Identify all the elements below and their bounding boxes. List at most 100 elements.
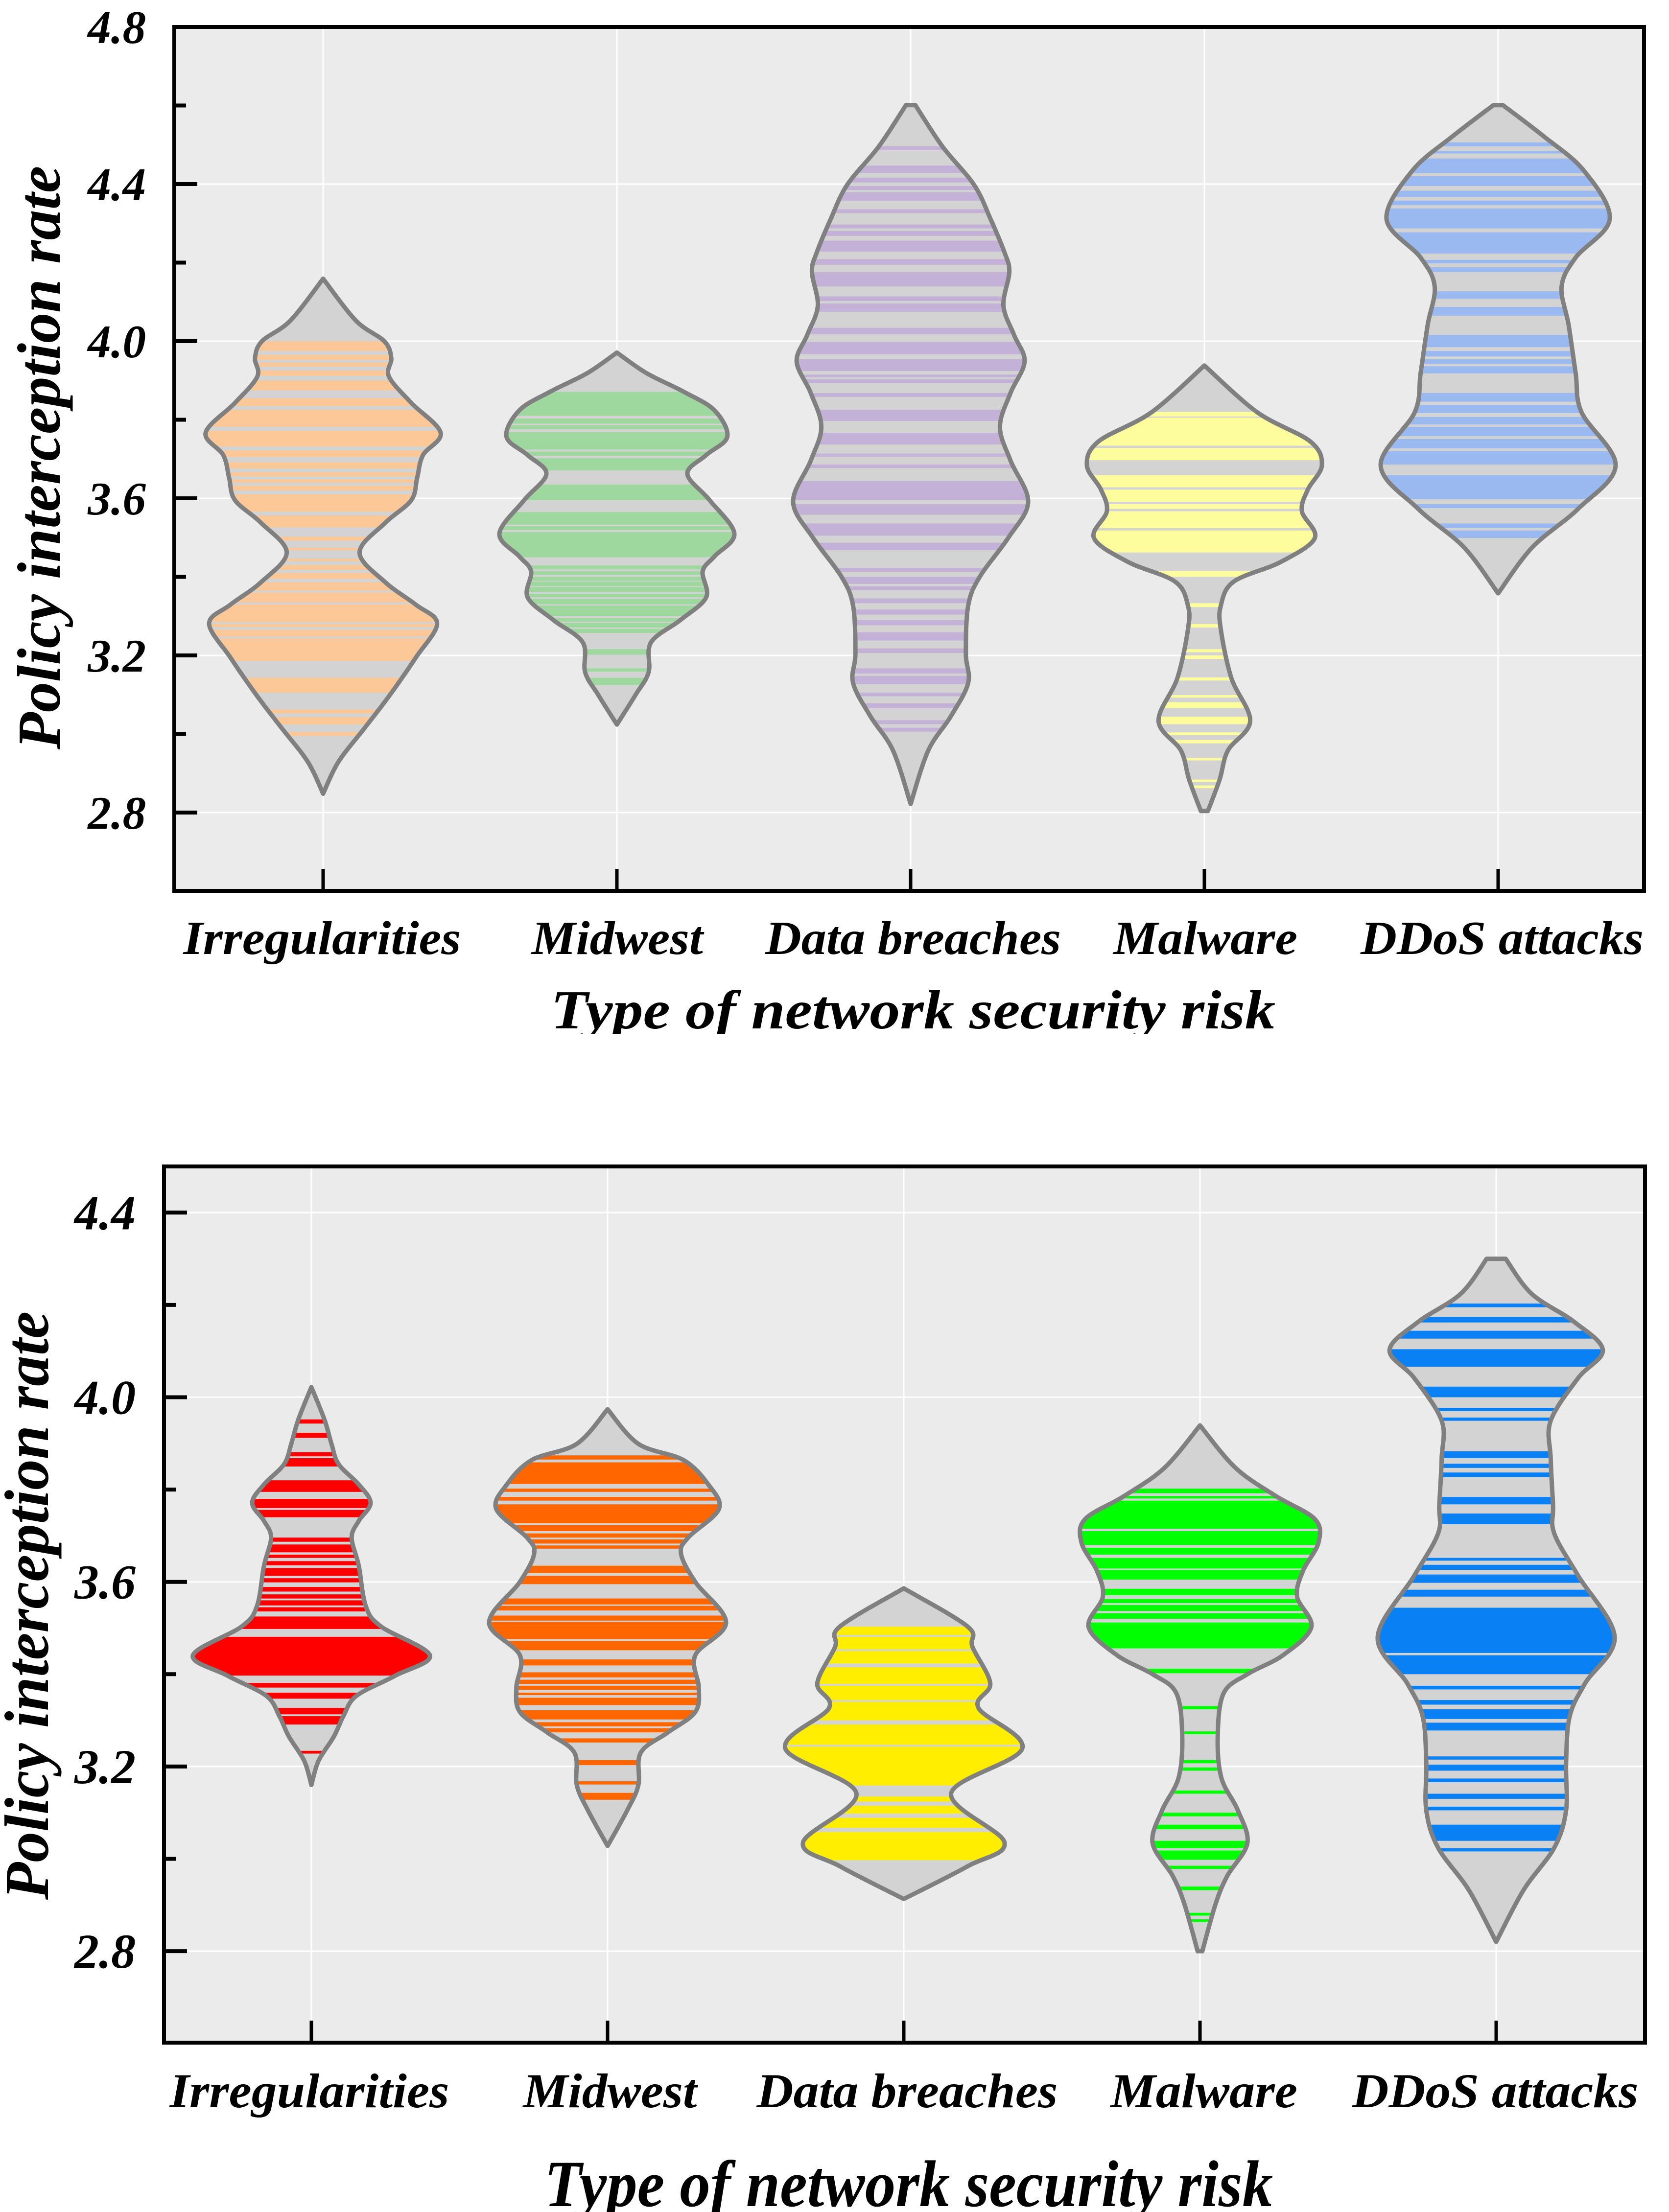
observation-band <box>1380 291 1616 299</box>
y-tick-label: 4.4 <box>73 1186 136 1240</box>
observation-band <box>205 462 441 468</box>
observation-band <box>1377 1709 1615 1719</box>
observation-band <box>1377 1806 1615 1811</box>
observation-band <box>1377 1723 1615 1731</box>
observation-band <box>1080 1790 1320 1794</box>
observation-band <box>793 393 1029 397</box>
observation-band <box>1080 1489 1320 1493</box>
violin-outline <box>1378 103 1618 596</box>
observation-band <box>793 727 1029 732</box>
observation-band <box>205 559 441 561</box>
observation-bands <box>793 146 1029 732</box>
y-tick-label: 2.8 <box>73 1924 136 1979</box>
observation-band <box>1377 1700 1615 1705</box>
observation-band <box>793 668 1029 674</box>
observation-band <box>1086 649 1322 652</box>
observation-band <box>793 231 1029 236</box>
y-axis-title: Policy interception rate <box>0 1311 62 1900</box>
observation-band <box>1086 779 1322 782</box>
observation-band <box>499 594 735 598</box>
observation-band <box>205 371 441 376</box>
observation-band <box>793 720 1029 724</box>
observation-band <box>499 571 735 575</box>
observation-band <box>1086 530 1322 553</box>
observation-band <box>205 709 441 714</box>
observation-band <box>489 1606 726 1611</box>
observation-band <box>1377 1464 1615 1468</box>
observation-band <box>1086 695 1322 698</box>
y-tick-label: 4.8 <box>87 1 146 53</box>
violin-outline <box>203 276 443 796</box>
observation-band <box>499 605 735 616</box>
observation-band <box>785 1832 1023 1861</box>
observation-band <box>205 363 441 367</box>
observation-band <box>1380 359 1616 364</box>
observation-band <box>489 1598 726 1605</box>
observation-band <box>1377 1574 1615 1583</box>
observation-band <box>793 379 1029 383</box>
y-tick-label: 3.6 <box>87 473 146 525</box>
observation-band <box>1380 439 1616 449</box>
observation-band <box>1377 1304 1615 1307</box>
observation-band <box>793 192 1029 201</box>
violin-body <box>1080 1425 1320 1952</box>
observation-band <box>1080 1865 1320 1869</box>
observation-band <box>489 1698 726 1705</box>
observation-band <box>1086 475 1322 488</box>
observation-band <box>489 1489 726 1492</box>
observation-band <box>205 629 441 637</box>
observation-band <box>1080 1919 1320 1922</box>
violin-outline <box>1084 363 1324 814</box>
observation-band <box>489 1455 726 1460</box>
observation-band <box>793 359 1029 371</box>
observation-band <box>1380 208 1616 229</box>
observation-band <box>793 504 1029 515</box>
observation-band <box>1377 1472 1615 1477</box>
observation-band <box>1086 758 1322 761</box>
observation-band <box>489 1728 726 1733</box>
observation-band <box>205 638 441 661</box>
observation-band <box>499 451 735 456</box>
y-tick-label: 4.4 <box>87 159 146 210</box>
observation-band <box>1080 1531 1320 1545</box>
observation-band <box>793 465 1029 468</box>
observation-band <box>793 296 1029 302</box>
observation-band <box>1380 267 1616 272</box>
observation-band <box>1080 1570 1320 1580</box>
observation-bands <box>1086 412 1322 789</box>
observation-band <box>205 592 441 603</box>
observation-band <box>1080 1547 1320 1555</box>
observation-band <box>1377 1349 1615 1367</box>
observation-band <box>1080 1605 1320 1611</box>
observation-band <box>499 425 735 429</box>
observation-band <box>1380 475 1616 499</box>
observation-band <box>192 1683 430 1688</box>
observation-band <box>499 565 735 570</box>
observation-band <box>489 1622 726 1639</box>
observation-band <box>1377 1655 1615 1675</box>
observation-band <box>1377 1793 1615 1799</box>
observation-band <box>499 623 735 628</box>
observation-band <box>192 1537 430 1542</box>
observation-band <box>1080 1599 1320 1604</box>
observation-band <box>1080 1767 1320 1771</box>
observation-band <box>1380 259 1616 264</box>
observation-band <box>205 548 441 551</box>
y-tick-label: 4.0 <box>87 316 146 368</box>
observation-band <box>489 1576 726 1584</box>
observation-band <box>1380 151 1616 154</box>
y-tick-label: 3.2 <box>87 630 146 682</box>
observation-band <box>1086 785 1322 789</box>
observation-band <box>785 1817 1023 1828</box>
observation-band <box>489 1545 726 1549</box>
observation-band <box>1377 1418 1615 1421</box>
violin-data-breaches <box>791 103 1031 806</box>
observation-band <box>489 1539 726 1544</box>
observation-band <box>1080 1500 1320 1529</box>
observation-band <box>489 1722 726 1726</box>
observation-band <box>793 186 1029 190</box>
violin-data-breaches <box>783 1586 1025 1901</box>
observation-bands <box>489 1455 726 1800</box>
x-tick-label: DDoS attacks <box>1351 2064 1638 2118</box>
observation-band <box>205 410 441 427</box>
